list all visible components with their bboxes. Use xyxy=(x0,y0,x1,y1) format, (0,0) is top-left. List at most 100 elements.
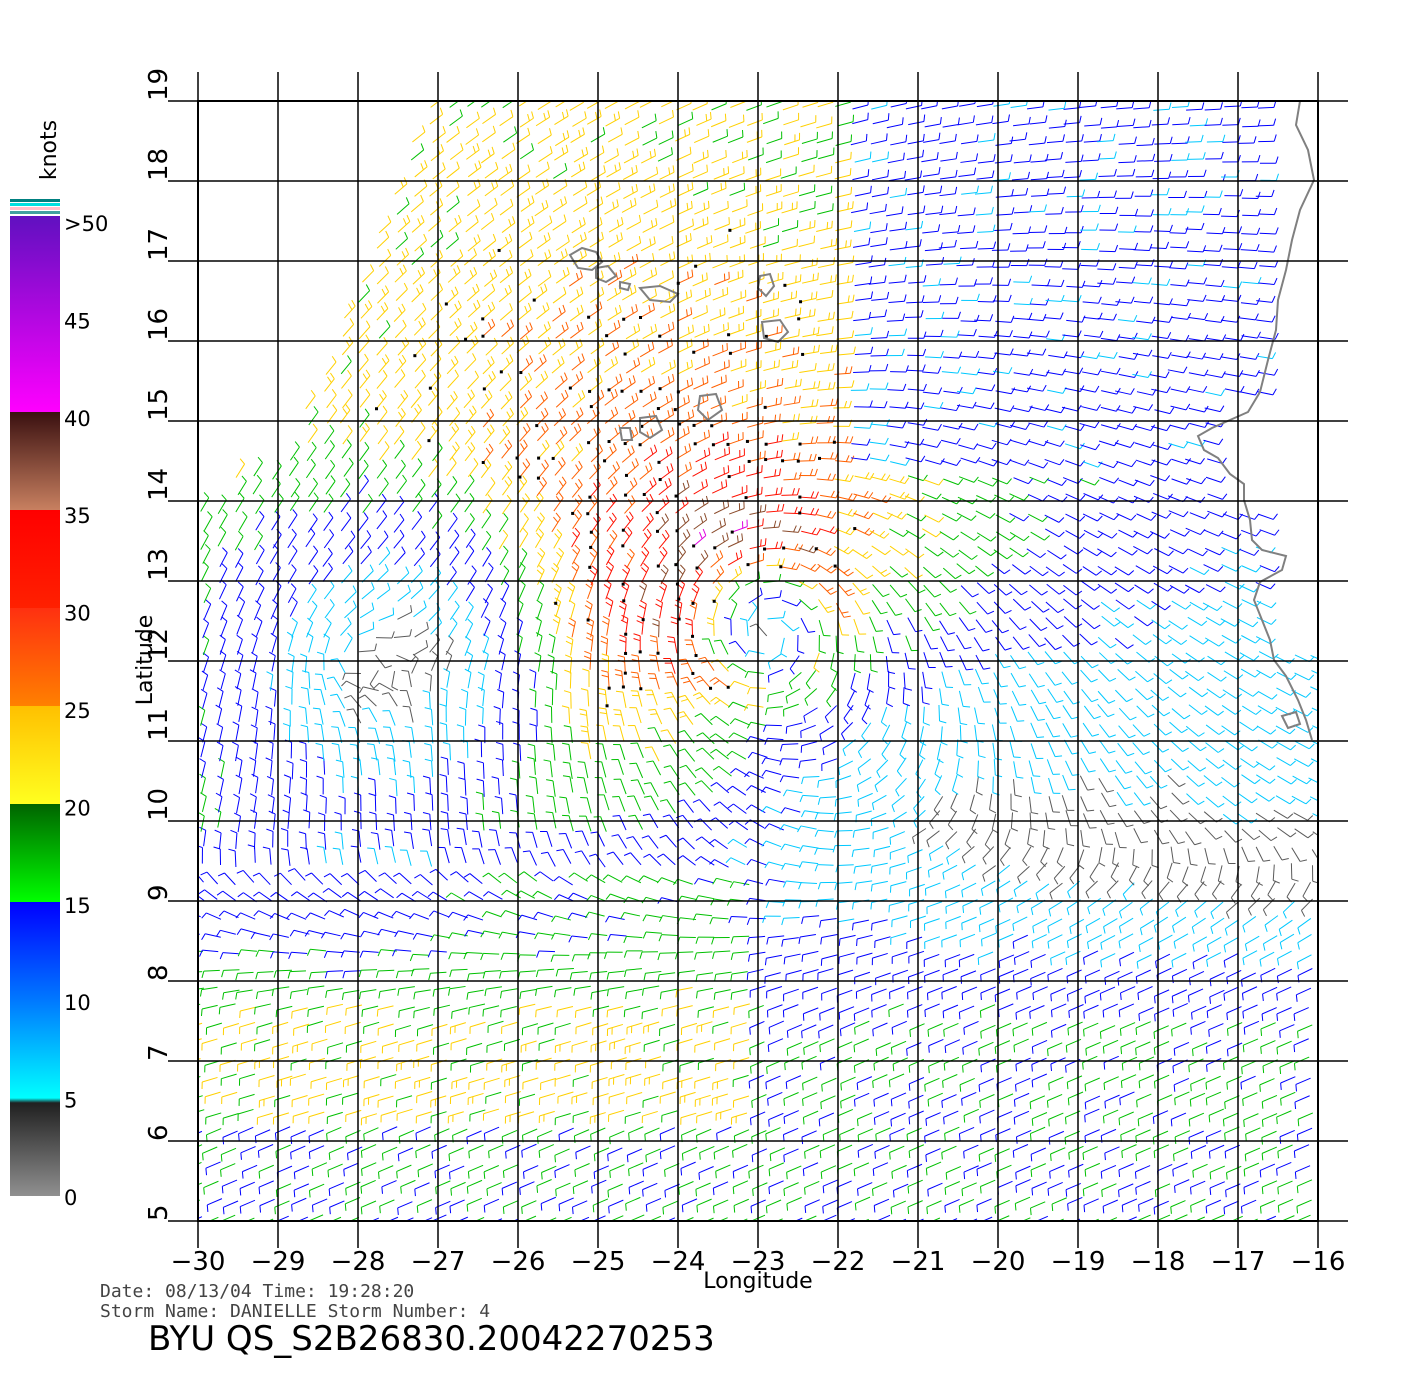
wind-barb-feather xyxy=(445,892,452,898)
wind-barb-feather xyxy=(392,949,396,957)
wind-barb xyxy=(956,758,960,775)
wind-barb xyxy=(1153,759,1166,773)
wind-barb xyxy=(569,657,573,674)
wind-barb-feather xyxy=(431,1151,434,1159)
wind-barb xyxy=(1103,1109,1119,1117)
wind-barb-feather xyxy=(1084,1115,1086,1123)
wind-barb xyxy=(269,549,279,564)
wind-barb xyxy=(1243,1113,1259,1121)
wind-barb xyxy=(1255,761,1270,771)
wind-barb xyxy=(494,849,502,865)
wind-barb-feather xyxy=(1083,957,1085,965)
wind-barb xyxy=(236,989,253,994)
wind-barb xyxy=(293,1183,310,1191)
wind-barb xyxy=(1118,1003,1135,1011)
wind-barb-feather xyxy=(270,951,274,959)
wind-barb xyxy=(1138,1074,1155,1082)
wind-barb-feather xyxy=(222,1207,225,1215)
wind-barb-feather xyxy=(221,970,224,978)
wind-barb-feather xyxy=(290,891,298,897)
wind-barb-feather xyxy=(798,861,803,869)
wind-barb-feather xyxy=(891,805,895,813)
wind-barb xyxy=(996,1164,1012,1172)
wind-barb-feather xyxy=(535,988,538,996)
wind-barb-feather xyxy=(841,733,846,741)
wind-barb-feather xyxy=(1147,713,1155,718)
wind-barb xyxy=(625,1196,641,1205)
wind-barb-feather xyxy=(1030,960,1033,968)
wind-barb xyxy=(222,890,236,901)
wind-barb xyxy=(1221,634,1236,644)
wind-barb xyxy=(482,780,485,797)
wind-barb xyxy=(413,794,415,811)
wind-barb xyxy=(1135,1021,1151,1029)
wind-barb xyxy=(1223,848,1229,864)
wind-barb-feather xyxy=(638,875,645,882)
wind-barb-feather xyxy=(982,648,990,652)
wind-barb-feather xyxy=(466,651,473,656)
wind-barb-feather xyxy=(1226,1172,1228,1180)
wind-barb-feather xyxy=(926,840,930,848)
wind-barb-feather xyxy=(925,1118,928,1126)
wind-barb xyxy=(661,988,677,993)
wind-barb xyxy=(1102,1199,1119,1207)
wind-barb-feather xyxy=(1068,1170,1070,1178)
wind-barb-feather xyxy=(300,686,308,690)
wind-barb-feather xyxy=(696,732,703,737)
wind-barb xyxy=(551,637,556,654)
wind-barb-feather xyxy=(746,937,750,945)
wind-barb xyxy=(1114,617,1129,629)
wind-barb-feather xyxy=(1201,620,1208,626)
wind-barb xyxy=(555,987,572,991)
wind-barb-feather xyxy=(808,630,816,633)
wind-barb xyxy=(1119,901,1133,913)
wind-barb-feather xyxy=(216,890,224,896)
wind-barb xyxy=(1174,1130,1191,1138)
wind-barb-feather xyxy=(764,823,770,830)
wind-barb xyxy=(272,1042,289,1048)
wind-barb-feather xyxy=(900,593,908,598)
wind-barb xyxy=(220,1163,236,1171)
wind-barb-feather xyxy=(466,992,469,1000)
wind-barb xyxy=(488,872,502,884)
wind-barb-feather xyxy=(933,809,940,816)
wind-barb xyxy=(784,843,801,849)
wind-barb xyxy=(501,1181,518,1189)
wind-barb-feather xyxy=(501,1136,504,1144)
wind-barb xyxy=(235,745,239,762)
wind-barb xyxy=(1277,827,1291,838)
wind-barb xyxy=(1117,668,1130,681)
wind-barb xyxy=(1048,1112,1064,1120)
wind-barb-feather xyxy=(709,677,716,682)
wind-barb-feather xyxy=(376,1009,379,1017)
wind-barb xyxy=(715,1059,732,1065)
wind-barb xyxy=(254,1039,271,1045)
wind-barb-feather xyxy=(1220,676,1227,682)
wind-barb xyxy=(950,793,958,809)
wind-barb-feather xyxy=(1290,779,1297,785)
wind-barb xyxy=(312,1198,328,1206)
wind-barb-feather xyxy=(240,1224,241,1231)
wind-barb-feather xyxy=(1099,1031,1102,1039)
wind-barb-feather xyxy=(847,571,854,577)
wind-barb xyxy=(1167,774,1180,787)
wind-barb xyxy=(768,861,785,867)
wind-barb-feather xyxy=(664,671,672,674)
wind-barb xyxy=(855,1196,871,1204)
wind-barb xyxy=(701,780,713,793)
wind-barb xyxy=(591,989,608,994)
wind-barb xyxy=(431,1144,447,1153)
wind-barb xyxy=(1031,934,1047,942)
wind-barb xyxy=(1276,1040,1292,1048)
wind-barb xyxy=(1030,777,1036,793)
wind-barb-feather xyxy=(747,687,751,695)
wind-barb xyxy=(499,550,509,566)
wind-barb-feather xyxy=(247,844,255,848)
wind-barb-feather xyxy=(662,814,670,818)
wind-barb xyxy=(558,1197,574,1205)
wind-barb-feather xyxy=(854,1203,857,1211)
wind-barb-feather xyxy=(1067,1098,1070,1106)
wind-barb-feather xyxy=(876,771,881,778)
wind-barb-feather xyxy=(270,892,277,898)
wind-barb-feather xyxy=(843,568,851,574)
